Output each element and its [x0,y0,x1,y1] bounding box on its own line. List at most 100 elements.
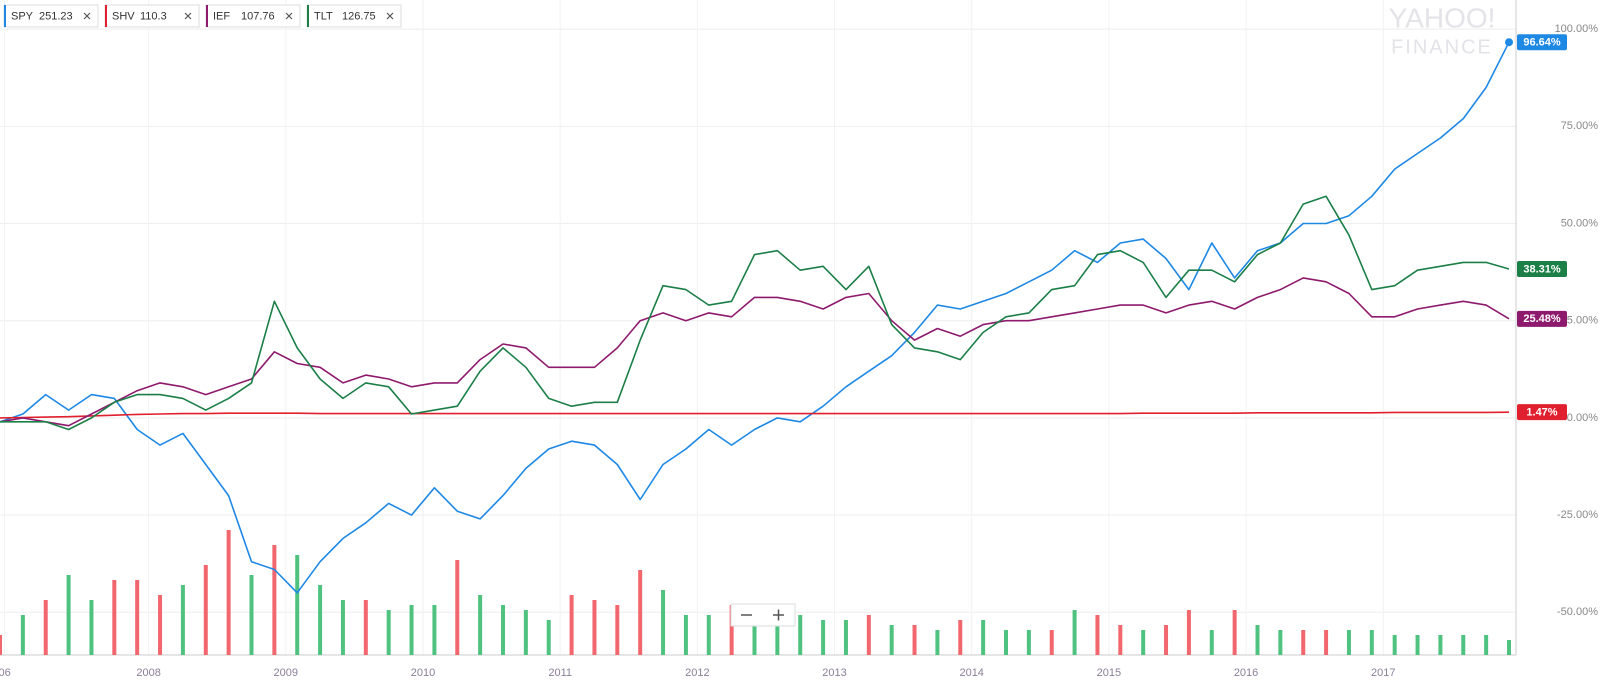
x-tick-label: 06 [0,667,11,679]
legend-close[interactable] [184,12,192,20]
volume-bar [1209,630,1214,655]
x-tick-label: 2009 [274,667,298,679]
series-line [0,411,1510,419]
volume-bar [0,635,2,655]
y-tick-label: 75.00% [1561,120,1599,132]
volume-bar [43,600,48,655]
volume-bar [386,610,391,655]
volume-bar [912,625,917,655]
x-tick-label: 2011 [548,667,572,679]
watermark: FINANCE [1391,36,1493,58]
x-tick-label: 2015 [1097,667,1121,679]
volume-bar [1049,630,1054,655]
legend-price: 251.23 [39,10,73,22]
legend-close[interactable] [285,12,293,20]
volume-bar [180,585,185,655]
volume-bar [592,600,597,655]
volume-bar [1095,615,1100,655]
legend-swatch [206,5,208,27]
end-tag-box [1517,310,1567,327]
volume-bar [158,595,163,655]
volume-bar [1346,630,1351,655]
volume-bar [478,595,483,655]
volume-bar [661,590,666,655]
volume-bar [569,595,574,655]
volume-bar [1118,625,1123,655]
volume-bar [935,630,940,655]
legend-swatch [105,5,107,27]
end-tag-box [1517,260,1567,277]
legend-chip[interactable]: SPY 251.23 [3,4,99,28]
volume-bar [798,615,803,655]
legend-chip[interactable]: SHV 110.3 [104,4,200,28]
volume-bar [1392,635,1397,655]
volume-bar [1461,635,1466,655]
volume-bar [889,625,894,655]
end-tag-label: 25.48% [1523,313,1561,325]
volume-bar [226,530,231,655]
end-dot [1505,38,1513,47]
volume-bar [1507,640,1511,655]
volume-bar [1255,625,1260,655]
watermark: YAHOO! [1389,2,1496,33]
legend-chip[interactable]: IEF 107.76 [205,4,301,28]
legend-name: SPY [11,10,34,22]
zoom-box [730,603,796,627]
legend-price: 110.3 [140,10,167,22]
end-tag: 96.64% [1517,34,1567,51]
volume-bar [729,605,734,655]
y-tick-label: 0.00% [1567,412,1598,424]
y-tick-label: 50.00% [1561,217,1599,229]
series-line [0,195,1510,431]
legend-close[interactable] [386,12,394,20]
end-tag: 1.47% [1517,404,1567,421]
volume-bar [1232,610,1237,655]
legend-name: TLT [314,10,333,22]
y-tick-label: 100.00% [1555,23,1599,35]
volume-bar [1186,610,1191,655]
volume-bar [1026,630,1031,655]
volume-bar [843,620,848,655]
legend-name: IEF [213,10,230,22]
volume-bar [1324,630,1329,655]
volume-bar [363,600,368,655]
end-tag-box [1517,404,1567,421]
volume-bar [1484,635,1489,655]
x-tick-label: 2016 [1234,667,1258,679]
end-tag: 25.48% [1517,310,1567,327]
end-tag: 38.31% [1517,260,1567,277]
volume-bar [318,585,323,655]
volume-bar [432,605,437,655]
volume-bar [295,555,300,655]
volume-bar [1072,610,1077,655]
zoom-control [730,603,796,627]
volume-bar [501,605,505,655]
volume-bar [89,600,94,655]
volume-bar [1278,630,1283,655]
volume-bar [66,575,71,655]
volume-bar [981,620,986,655]
x-tick-label: 2013 [822,667,846,679]
volume-bar [821,620,826,655]
volume-bar [455,560,460,655]
series-line [0,277,1510,427]
legend-price: 107.76 [241,10,275,22]
x-tick-label: 2014 [959,667,983,679]
legend-name: SHV [112,10,135,22]
volume-bar [1141,630,1146,655]
volume-bar [752,615,757,655]
end-tag-label: 38.31% [1523,263,1561,275]
volume-bar [1164,625,1169,655]
volume-bar [683,615,688,655]
x-tick-label: 2010 [411,667,435,679]
legend-swatch [307,5,309,27]
volume-bar [20,615,25,655]
volume-bar [1004,630,1008,655]
legend-close[interactable] [83,12,91,20]
volume-bar [615,605,620,655]
volume-bar [112,580,117,655]
y-tick-label: 25.00% [1561,315,1599,327]
y-tick-label: -25.00% [1557,509,1598,521]
volume-bar [1369,630,1374,655]
legend-chip[interactable]: TLT 126.75 [306,4,402,28]
